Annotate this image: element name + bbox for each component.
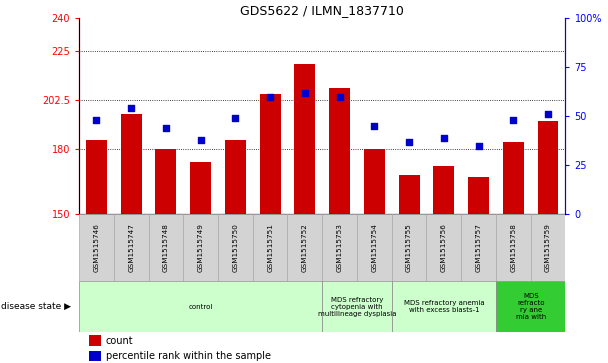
Text: control: control [188,304,213,310]
Text: GSM1515750: GSM1515750 [232,223,238,272]
Bar [86,140,107,214]
Bar [253,214,288,281]
Text: GSM1515754: GSM1515754 [371,223,378,272]
Bar [531,214,565,281]
Bar [79,214,114,281]
Bar [357,214,392,281]
Bar [218,214,253,281]
Point [196,137,206,143]
Point [474,143,483,148]
Text: GSM1515755: GSM1515755 [406,223,412,272]
Bar [121,114,142,214]
Text: GSM1515746: GSM1515746 [94,223,100,272]
Text: count: count [106,336,133,346]
Bar [329,88,350,214]
Point [300,90,309,95]
Point [161,125,171,131]
Bar [322,214,357,281]
Text: GSM1515751: GSM1515751 [267,223,273,272]
Bar [183,214,218,281]
Point [265,94,275,99]
Text: GSM1515749: GSM1515749 [198,223,204,272]
Point [439,135,449,140]
Text: percentile rank within the sample: percentile rank within the sample [106,351,271,361]
Bar [114,214,148,281]
Bar [260,94,280,214]
Bar [399,175,420,214]
Bar [392,281,496,332]
Bar [79,281,322,332]
Text: GSM1515758: GSM1515758 [510,223,516,272]
Title: GDS5622 / ILMN_1837710: GDS5622 / ILMN_1837710 [240,4,404,17]
Bar [392,214,426,281]
Point [92,117,102,123]
Bar [89,335,101,346]
Bar [294,64,316,214]
Point [370,123,379,129]
Bar [434,166,454,214]
Text: MDS refractory
cytopenia with
multilineage dysplasia: MDS refractory cytopenia with multilinea… [318,297,396,317]
Bar [496,214,531,281]
Text: disease state ▶: disease state ▶ [1,302,71,311]
Text: GSM1515748: GSM1515748 [163,223,169,272]
Text: GSM1515756: GSM1515756 [441,223,447,272]
Bar [426,214,461,281]
Point [126,105,136,111]
Point [335,94,345,99]
Bar [190,162,211,214]
Bar [503,142,523,214]
Text: GSM1515752: GSM1515752 [302,223,308,272]
Bar [148,214,183,281]
Bar [225,140,246,214]
Point [508,117,518,123]
Bar [468,177,489,214]
Bar [537,121,559,214]
Bar [364,149,385,214]
Bar [89,351,101,362]
Text: GSM1515759: GSM1515759 [545,223,551,272]
Text: GSM1515747: GSM1515747 [128,223,134,272]
Point [230,115,240,121]
Text: MDS
refracto
ry ane
mia with: MDS refracto ry ane mia with [516,293,546,320]
Bar [288,214,322,281]
Bar [496,281,565,332]
Bar [461,214,496,281]
Text: GSM1515757: GSM1515757 [475,223,482,272]
Point [543,111,553,117]
Text: GSM1515753: GSM1515753 [337,223,343,272]
Bar [322,281,392,332]
Bar [156,149,176,214]
Text: MDS refractory anemia
with excess blasts-1: MDS refractory anemia with excess blasts… [404,300,484,313]
Point [404,139,414,144]
